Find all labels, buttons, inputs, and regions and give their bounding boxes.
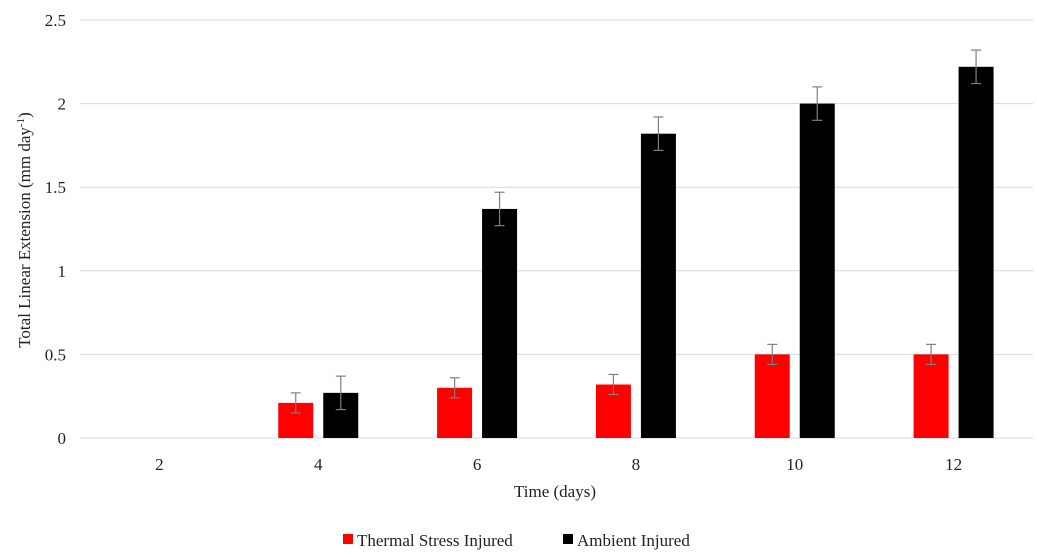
- bar: [958, 66, 994, 438]
- x-tick-label: 10: [786, 455, 803, 474]
- bars: [278, 66, 994, 439]
- error-bars: [290, 49, 982, 414]
- y-axis-ticks: 0 0.5 1 1.5 2 2.5: [45, 11, 66, 448]
- bar: [640, 133, 676, 439]
- y-axis-label-close: ): [15, 112, 34, 118]
- legend-label-ambient-injured: Ambient Injured: [577, 531, 690, 550]
- y-tick-label: 2: [58, 95, 67, 114]
- legend: Thermal Stress Injured Ambient Injured: [343, 531, 690, 550]
- bar: [754, 354, 790, 438]
- x-tick-label: 2: [155, 455, 164, 474]
- bar: [482, 208, 518, 438]
- y-axis-label-main: Total Linear Extension (mm day: [15, 127, 34, 348]
- y-tick-label: 2.5: [45, 11, 66, 30]
- y-tick-label: 0: [58, 429, 67, 448]
- x-tick-label: 12: [945, 455, 962, 474]
- legend-label-thermal-stress-injured: Thermal Stress Injured: [357, 531, 513, 550]
- y-axis-label: Total Linear Extension (mm day-1): [15, 112, 34, 348]
- gridlines: [80, 19, 1033, 439]
- bar: [913, 354, 949, 438]
- x-axis-label: Time (days): [514, 482, 596, 501]
- x-tick-label: 6: [473, 455, 482, 474]
- y-tick-label: 0.5: [45, 345, 66, 364]
- y-tick-label: 1.5: [45, 178, 66, 197]
- legend-swatch-thermal-stress-injured: [343, 534, 353, 544]
- x-axis-ticks: 2 4 6 8 10 12: [155, 455, 962, 474]
- bar: [799, 103, 835, 438]
- y-axis-label-superscript: -1: [15, 118, 27, 127]
- legend-swatch-ambient-injured: [563, 534, 573, 544]
- x-tick-label: 8: [632, 455, 641, 474]
- x-tick-label: 4: [314, 455, 323, 474]
- y-tick-label: 1: [58, 262, 67, 281]
